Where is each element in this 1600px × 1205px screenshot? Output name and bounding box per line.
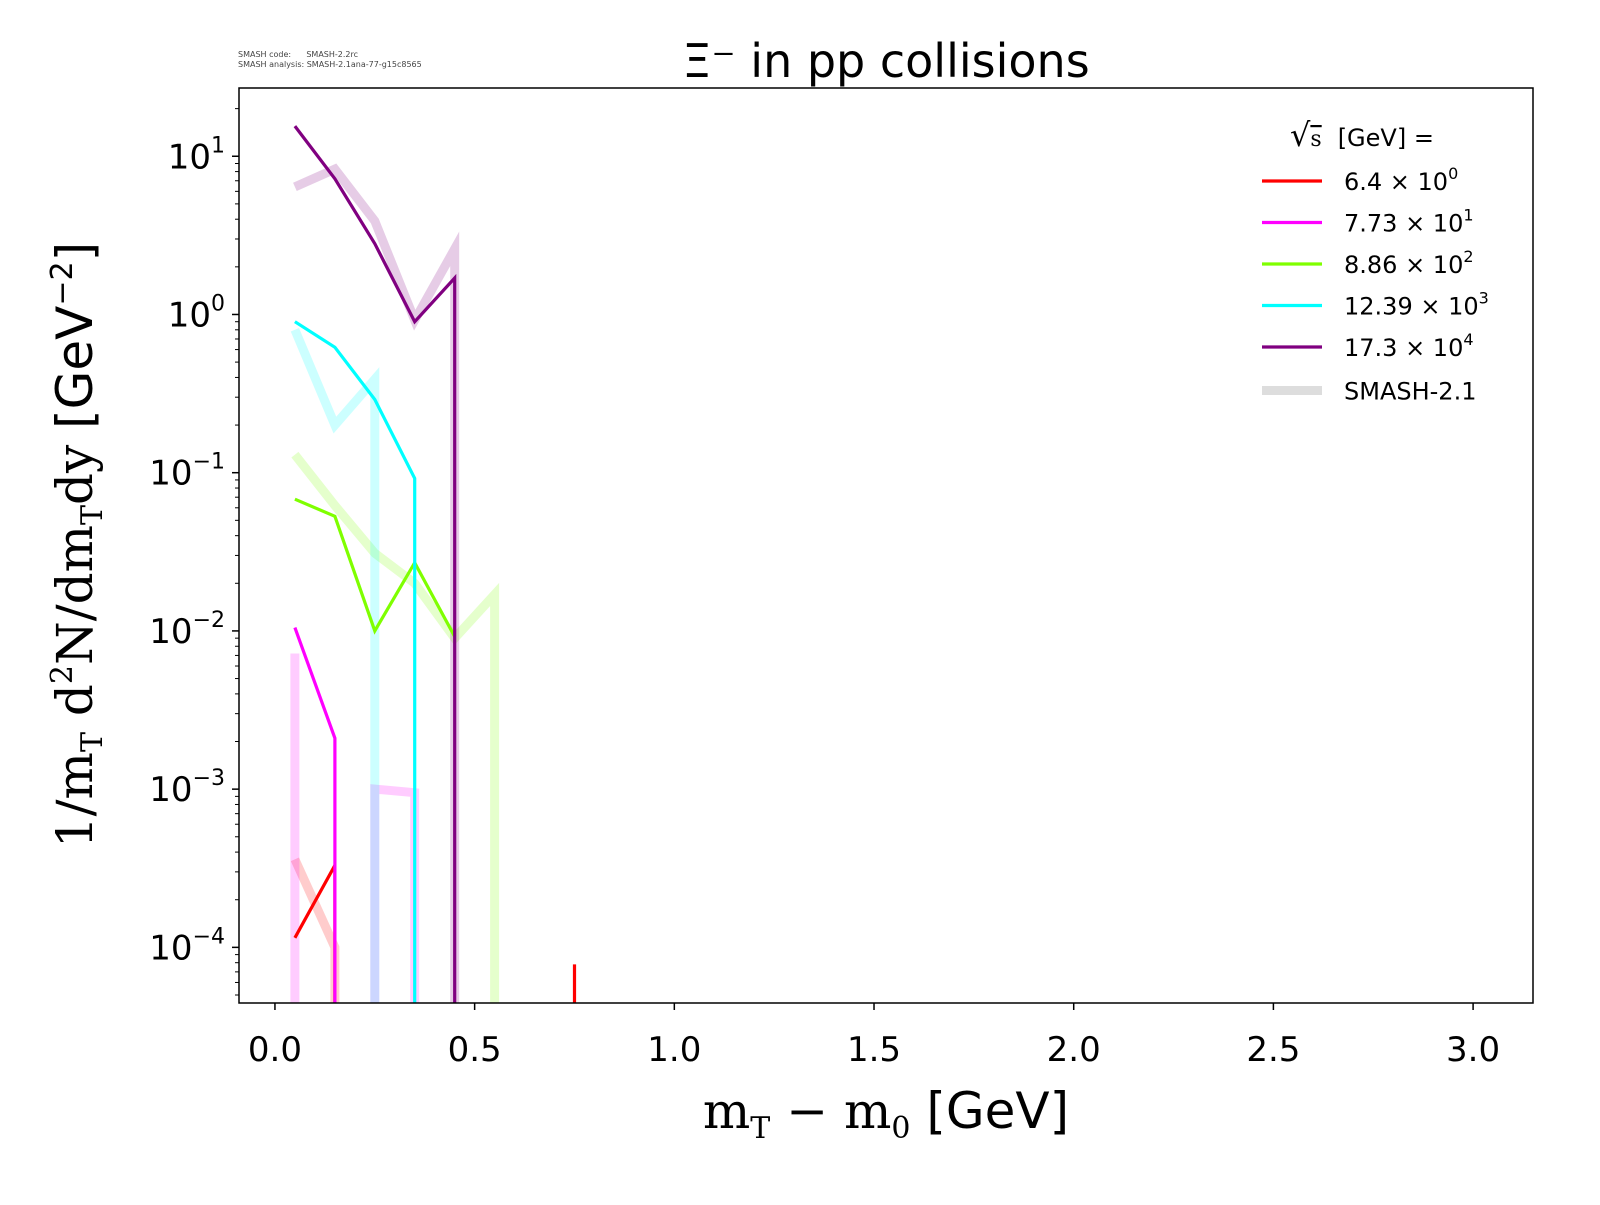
legend: √s [GeV] = 6.4 × 100 7.73 × 101 8.86 × 102 1… [1262, 116, 1489, 406]
smash-analysis-version: SMASH analysis: SMASH-2.1ana-77-g15c8565 [238, 60, 422, 69]
legend-label-4: 17.3 × 104 [1344, 330, 1474, 362]
y-tick-label: 10−2 [149, 608, 225, 652]
series-line-3 [294, 320, 417, 1003]
legend-label-3: 12.39 × 103 [1344, 289, 1489, 321]
chart-title: Ξ⁻ in pp collisions [682, 34, 1089, 88]
x-tick-label: 1.0 [647, 1030, 701, 1070]
reference-line-1 [290, 653, 420, 1003]
legend-title: √s [GeV] = [1290, 116, 1434, 154]
x-tick-label: 0.5 [448, 1030, 502, 1070]
y-tick-label: 10−4 [149, 924, 225, 968]
reference-line-0 [290, 857, 340, 1003]
reference-line-3 [290, 328, 380, 1003]
reference-line-2 [291, 451, 500, 1003]
x-axis-ticks: 0.0 0.5 1.0 1.5 2.0 2.5 3.0 [248, 1003, 1500, 1070]
legend-items: 6.4 × 100 7.73 × 101 8.86 × 102 12.39 × 103… [1262, 164, 1489, 406]
x-axis-label: mT − m0 [GeV] [703, 1082, 1069, 1146]
legend-label-reference: SMASH-2.1 [1344, 378, 1476, 406]
y-tick-label: 10−3 [149, 766, 225, 810]
series-line-1 [293, 627, 337, 1003]
x-tick-label: 2.0 [1047, 1030, 1101, 1070]
x-tick-label: 0.0 [248, 1030, 302, 1070]
series-line-2 [294, 497, 457, 638]
y-axis-ticks: 10−4 10−3 10−2 10−1 100 101 [149, 108, 239, 996]
legend-label-0: 6.4 × 100 [1344, 164, 1458, 196]
y-axis-label: 1/mT d2N/dmTdy [GeV−2] [45, 242, 110, 848]
legend-label-2: 8.86 × 102 [1344, 247, 1474, 279]
x-tick-label: 3.0 [1446, 1030, 1500, 1070]
plot-frame [238, 87, 1534, 1004]
legend-label-1: 7.73 × 101 [1344, 206, 1474, 238]
x-tick-label: 2.5 [1246, 1030, 1300, 1070]
series-lines [293, 125, 577, 1003]
series-line-0 [293, 864, 577, 1003]
y-tick-label: 10−1 [149, 450, 225, 494]
smash-code-version: SMASH code: SMASH-2.2rc [238, 50, 359, 59]
y-tick-label: 101 [168, 133, 225, 177]
x-tick-label: 1.5 [847, 1030, 901, 1070]
y-tick-label: 100 [168, 291, 225, 335]
series-line-4 [293, 125, 457, 1003]
